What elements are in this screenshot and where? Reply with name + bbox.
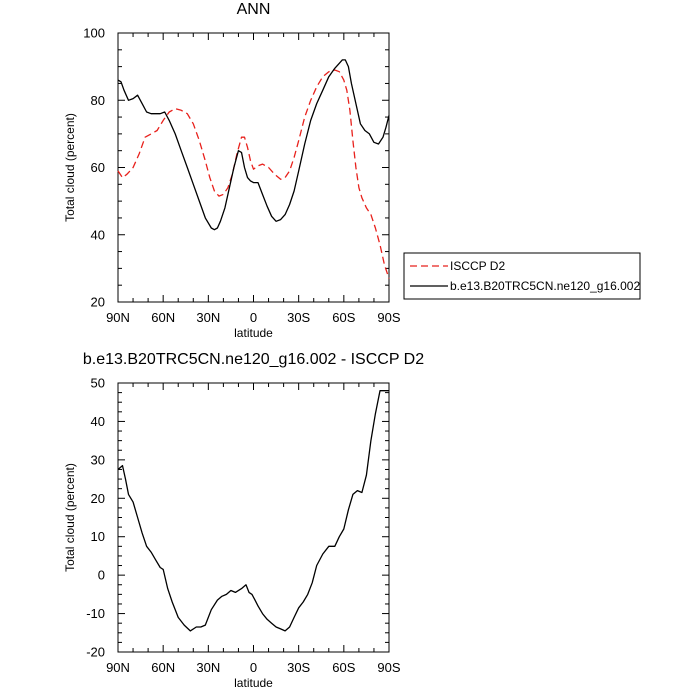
x-tick-label: 90S [377,310,400,325]
legend-box [403,252,641,300]
y-tick-label: 40 [91,414,105,429]
chart-title: b.e13.B20TRC5CN.ne120_g16.002 - ISCCP D2 [83,351,424,368]
legend-entry-0: ISCCP D2 [450,259,505,273]
y-tick-label: 10 [91,529,105,544]
x-tick-label: 30N [196,310,220,325]
y-tick-label: 30 [91,452,105,467]
y-tick-label: 60 [91,160,105,175]
x-tick-label: 30S [287,660,310,675]
x-tick-label: 30N [196,660,220,675]
x-tick-label: 60S [332,660,355,675]
series-line-1 [117,59,390,231]
x-tick-label: 60S [332,310,355,325]
x-tick-label: 60N [151,660,175,675]
y-tick-label: 100 [83,26,105,41]
y-tick-label: 20 [91,491,105,506]
x-tick-label: 60N [151,310,175,325]
legend-entry-1: b.e13.B20TRC5CN.ne120_g16.002 [450,279,640,293]
chart-title: ANN [237,1,271,18]
x-tick-label: 90S [377,660,400,675]
y-tick-label: 80 [91,93,105,108]
y-axis-label: Total cloud (percent) [63,463,77,572]
series-line-0 [117,390,389,632]
y-tick-label: 40 [91,227,105,242]
y-tick-label: -20 [86,645,105,660]
x-axis-label: latitude [234,676,273,690]
x-tick-label: 0 [250,660,257,675]
series-line-0 [117,69,390,279]
y-tick-label: 50 [91,376,105,391]
y-axis-label: Total cloud (percent) [63,113,77,222]
x-tick-label: 0 [250,310,257,325]
plot-frame [117,382,390,653]
x-tick-label: 30S [287,310,310,325]
x-tick-label: 90N [106,660,130,675]
x-axis-label: latitude [234,326,273,340]
y-tick-label: 0 [98,568,105,583]
x-tick-label: 90N [106,310,130,325]
y-tick-label: 20 [91,295,105,310]
y-tick-label: -10 [86,606,105,621]
